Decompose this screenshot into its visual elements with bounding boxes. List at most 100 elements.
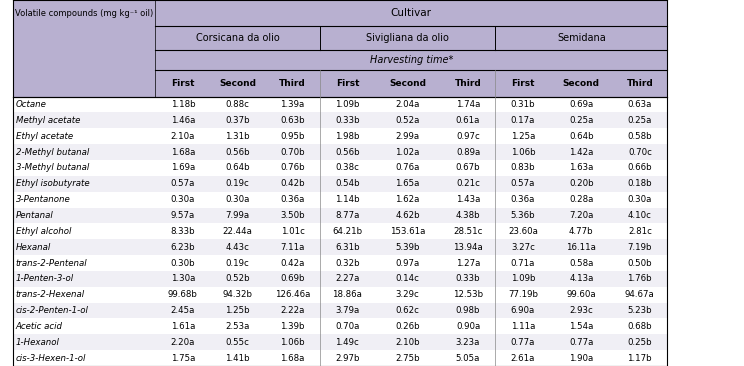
- Text: First: First: [511, 79, 535, 88]
- Text: 2.93c: 2.93c: [569, 306, 593, 315]
- Text: First: First: [336, 79, 359, 88]
- Text: 12.53b: 12.53b: [453, 290, 483, 299]
- Text: 0.54b: 0.54b: [335, 179, 359, 188]
- Text: 0.98b: 0.98b: [456, 306, 481, 315]
- Text: 1.27a: 1.27a: [456, 258, 480, 268]
- Text: 0.30a: 0.30a: [170, 195, 195, 204]
- Text: 2.10b: 2.10b: [395, 338, 420, 347]
- Text: 0.90a: 0.90a: [456, 322, 480, 331]
- Bar: [155, 0, 667, 26]
- Text: 0.77a: 0.77a: [569, 338, 594, 347]
- Text: 4.43c: 4.43c: [225, 243, 250, 252]
- Text: 0.50b: 0.50b: [627, 258, 652, 268]
- Text: 0.71a: 0.71a: [510, 258, 535, 268]
- Text: 1.76b: 1.76b: [627, 274, 652, 283]
- Text: 6.90a: 6.90a: [510, 306, 535, 315]
- Text: cis-3-Hexen-1-ol: cis-3-Hexen-1-ol: [16, 354, 86, 363]
- Text: 0.62c: 0.62c: [396, 306, 420, 315]
- Text: Octane: Octane: [16, 100, 47, 109]
- Text: 2.27a: 2.27a: [336, 274, 359, 283]
- Bar: [13, 287, 667, 303]
- Text: Volatile compounds (mg kg⁻¹ oil): Volatile compounds (mg kg⁻¹ oil): [15, 9, 153, 18]
- Text: 1.06b: 1.06b: [510, 147, 535, 157]
- Text: 0.70a: 0.70a: [336, 322, 359, 331]
- Text: 3.23a: 3.23a: [456, 338, 480, 347]
- Bar: [13, 192, 667, 208]
- Text: Corsicana da olio: Corsicana da olio: [196, 33, 280, 43]
- Text: 0.76b: 0.76b: [280, 164, 305, 172]
- Text: 7.99a: 7.99a: [225, 211, 250, 220]
- Text: 0.56b: 0.56b: [335, 147, 359, 157]
- Text: 5.05a: 5.05a: [456, 354, 480, 363]
- Text: 2.81c: 2.81c: [628, 227, 652, 236]
- Bar: [13, 350, 667, 366]
- Text: 94.32b: 94.32b: [222, 290, 253, 299]
- Text: 0.30a: 0.30a: [225, 195, 250, 204]
- Text: 8.77a: 8.77a: [336, 211, 359, 220]
- Text: 1.63a: 1.63a: [569, 164, 594, 172]
- Text: 0.25b: 0.25b: [627, 338, 652, 347]
- Text: 22.44a: 22.44a: [222, 227, 253, 236]
- Text: 3.29c: 3.29c: [396, 290, 420, 299]
- Text: 0.66b: 0.66b: [627, 164, 652, 172]
- Text: 0.33b: 0.33b: [335, 116, 359, 125]
- Bar: [13, 239, 667, 255]
- Text: 0.32b: 0.32b: [335, 258, 359, 268]
- Text: 2.99a: 2.99a: [396, 132, 420, 141]
- Text: 1.68a: 1.68a: [170, 147, 195, 157]
- Text: 1.43a: 1.43a: [456, 195, 480, 204]
- Text: 0.56b: 0.56b: [225, 147, 250, 157]
- Text: 94.67a: 94.67a: [625, 290, 655, 299]
- Text: 7.11a: 7.11a: [280, 243, 305, 252]
- Text: 0.83b: 0.83b: [510, 164, 535, 172]
- Text: 23.60a: 23.60a: [508, 227, 538, 236]
- Text: 2-Methyl butanal: 2-Methyl butanal: [16, 147, 89, 157]
- Text: 6.23b: 6.23b: [170, 243, 195, 252]
- Text: 1.65a: 1.65a: [396, 179, 420, 188]
- Text: Harvesting time*: Harvesting time*: [370, 55, 453, 65]
- Text: 99.68b: 99.68b: [168, 290, 198, 299]
- Text: 0.14c: 0.14c: [396, 274, 420, 283]
- Text: 1.98b: 1.98b: [335, 132, 359, 141]
- Text: 0.58a: 0.58a: [569, 258, 594, 268]
- Text: 0.69a: 0.69a: [569, 100, 594, 109]
- Text: 0.63b: 0.63b: [280, 116, 305, 125]
- Text: Ethyl alcohol: Ethyl alcohol: [16, 227, 71, 236]
- Text: 4.77b: 4.77b: [569, 227, 594, 236]
- Text: 0.26b: 0.26b: [395, 322, 420, 331]
- Text: 5.36b: 5.36b: [510, 211, 535, 220]
- Text: 1.06b: 1.06b: [280, 338, 305, 347]
- Text: Hexanal: Hexanal: [16, 243, 51, 252]
- Text: 1.46a: 1.46a: [170, 116, 195, 125]
- Text: Cultivar: Cultivar: [391, 8, 432, 18]
- Bar: [13, 303, 667, 318]
- Bar: [13, 26, 155, 50]
- Text: 0.97a: 0.97a: [396, 258, 420, 268]
- Text: Ethyl isobutyrate: Ethyl isobutyrate: [16, 179, 89, 188]
- Bar: [13, 160, 667, 176]
- Text: 5.39b: 5.39b: [396, 243, 420, 252]
- Text: 1.61a: 1.61a: [170, 322, 195, 331]
- Bar: [13, 144, 667, 160]
- Text: 1.41b: 1.41b: [225, 354, 250, 363]
- Text: 1.11a: 1.11a: [510, 322, 535, 331]
- Text: 7.20a: 7.20a: [569, 211, 594, 220]
- Text: 1.68a: 1.68a: [280, 354, 305, 363]
- Text: 0.31b: 0.31b: [510, 100, 535, 109]
- Bar: [13, 0, 155, 26]
- Text: 99.60a: 99.60a: [566, 290, 596, 299]
- Text: 1.02a: 1.02a: [396, 147, 420, 157]
- Text: 3-Pentanone: 3-Pentanone: [16, 195, 71, 204]
- Bar: [13, 318, 667, 334]
- Text: 0.95b: 0.95b: [280, 132, 305, 141]
- Text: 0.57a: 0.57a: [510, 179, 535, 188]
- Text: 6.31b: 6.31b: [335, 243, 359, 252]
- Bar: [13, 50, 667, 70]
- Text: 5.23b: 5.23b: [627, 306, 652, 315]
- Text: Acetic acid: Acetic acid: [16, 322, 62, 331]
- Text: 0.19c: 0.19c: [226, 258, 249, 268]
- Text: 64.21b: 64.21b: [333, 227, 362, 236]
- Text: 1-Penten-3-ol: 1-Penten-3-ol: [16, 274, 74, 283]
- Text: 1.62a: 1.62a: [396, 195, 420, 204]
- Text: 13.94a: 13.94a: [453, 243, 483, 252]
